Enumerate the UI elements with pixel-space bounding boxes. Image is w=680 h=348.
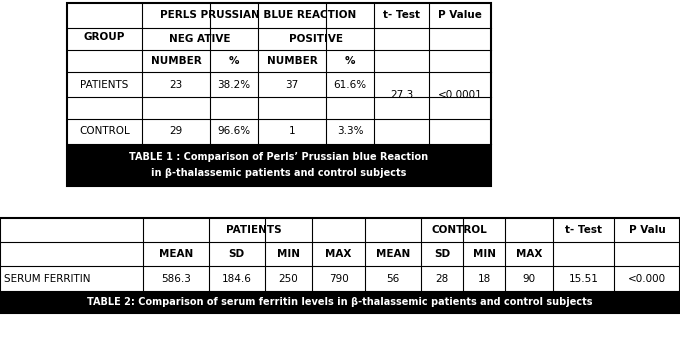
Text: 586.3: 586.3 <box>161 274 191 284</box>
Text: 790: 790 <box>329 274 349 284</box>
Bar <box>0 218 680 313</box>
Text: CONTROL: CONTROL <box>79 127 130 136</box>
Text: 27.3: 27.3 <box>390 90 413 101</box>
Text: P Valu: P Valu <box>628 225 665 235</box>
Text: 184.6: 184.6 <box>222 274 252 284</box>
Text: MAX: MAX <box>326 249 352 259</box>
Text: PATIENTS: PATIENTS <box>80 79 129 89</box>
Text: MIN: MIN <box>277 249 300 259</box>
Bar <box>67 3 491 186</box>
Text: <0.0001: <0.0001 <box>438 90 482 101</box>
Text: 250: 250 <box>279 274 299 284</box>
Text: GROUP: GROUP <box>84 32 125 42</box>
Text: MEAN: MEAN <box>376 249 410 259</box>
Text: %: % <box>228 56 239 66</box>
Text: P Value: P Value <box>438 10 482 21</box>
Text: t- Test: t- Test <box>565 225 602 235</box>
Text: MIN: MIN <box>473 249 496 259</box>
Text: 1: 1 <box>289 127 295 136</box>
Text: 23: 23 <box>169 79 183 89</box>
Text: 3.3%: 3.3% <box>337 127 363 136</box>
Text: 37: 37 <box>286 79 299 89</box>
Text: TABLE 1 : Comparison of Perls’ Prussian blue Reaction: TABLE 1 : Comparison of Perls’ Prussian … <box>129 152 428 163</box>
Text: PATIENTS: PATIENTS <box>226 225 282 235</box>
Text: 28: 28 <box>435 274 449 284</box>
Text: 18: 18 <box>477 274 491 284</box>
Text: in β-thalassemic patients and control subjects: in β-thalassemic patients and control su… <box>152 167 407 177</box>
Text: TABLE 2: Comparison of serum ferritin levels in β-thalassemic patients and contr: TABLE 2: Comparison of serum ferritin le… <box>87 297 593 307</box>
Text: t- Test: t- Test <box>383 10 420 21</box>
Text: SERUM FERRITIN: SERUM FERRITIN <box>4 274 90 284</box>
Bar <box>67 144 491 186</box>
Text: SD: SD <box>434 249 450 259</box>
Text: %: % <box>345 56 355 66</box>
Text: PERLS PRUSSIAN BLUE REACTION: PERLS PRUSSIAN BLUE REACTION <box>160 10 356 21</box>
Text: SD: SD <box>228 249 245 259</box>
Text: 15.51: 15.51 <box>568 274 598 284</box>
Text: CONTROL: CONTROL <box>431 225 487 235</box>
Text: POSITIVE: POSITIVE <box>289 34 343 44</box>
Text: 56: 56 <box>386 274 400 284</box>
Text: MEAN: MEAN <box>159 249 193 259</box>
Text: NUMBER: NUMBER <box>151 56 201 66</box>
Text: MAX: MAX <box>516 249 543 259</box>
Text: 29: 29 <box>169 127 183 136</box>
Text: <0.000: <0.000 <box>628 274 666 284</box>
Text: NUMBER: NUMBER <box>267 56 318 66</box>
Text: 61.6%: 61.6% <box>333 79 367 89</box>
Text: 96.6%: 96.6% <box>218 127 250 136</box>
Text: NEG ATIVE: NEG ATIVE <box>169 34 231 44</box>
Text: 90: 90 <box>523 274 536 284</box>
Text: 38.2%: 38.2% <box>218 79 250 89</box>
Bar <box>0 291 680 313</box>
